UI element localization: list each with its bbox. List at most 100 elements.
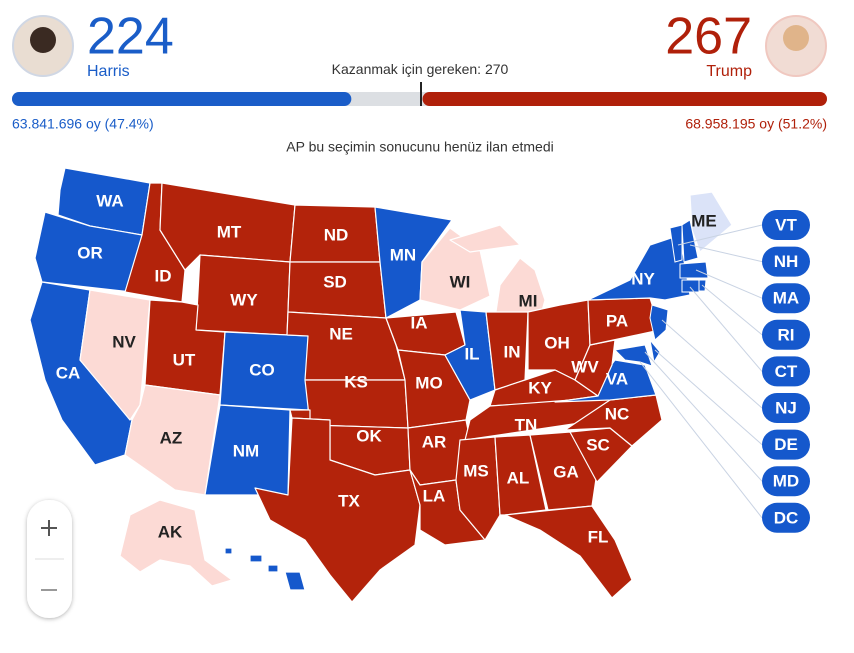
state-shape — [649, 338, 661, 364]
callout-label: MD — [773, 472, 799, 491]
state-label: ND — [324, 225, 349, 244]
state-shape — [681, 279, 700, 293]
state-label: NM — [233, 441, 259, 460]
callout-label: DE — [774, 435, 798, 454]
state-shape — [681, 219, 699, 263]
callout-pill — [762, 502, 810, 533]
state-label: NV — [112, 332, 136, 351]
state-label: UT — [173, 350, 196, 369]
callout-pill — [762, 319, 810, 350]
callout-leader — [695, 269, 763, 299]
state-label: ME — [691, 211, 717, 230]
callout-leader — [701, 284, 763, 336]
state-label: MT — [217, 222, 242, 241]
callout-leader — [689, 244, 763, 263]
callout-label: VT — [775, 215, 797, 234]
state-label: SC — [586, 435, 610, 454]
state-label: CO — [249, 360, 275, 379]
state-shape — [574, 339, 616, 397]
state-shape — [254, 417, 421, 603]
state-shape — [669, 224, 683, 263]
callout-label: RI — [778, 325, 795, 344]
harris-bar — [12, 92, 352, 106]
state-label: LA — [423, 486, 446, 505]
state-label: VA — [606, 369, 628, 388]
callout-pill — [762, 429, 810, 460]
state-label: OK — [356, 426, 382, 445]
state-label: TX — [338, 491, 360, 510]
state-shape — [649, 304, 669, 341]
state-label: SD — [323, 272, 347, 291]
state-shape — [124, 384, 221, 496]
state-label: NE — [329, 324, 353, 343]
harris-popular: 63.841.696 oy (47.4%) — [12, 116, 154, 132]
state-label: AL — [507, 468, 530, 487]
state-label: WI — [450, 272, 471, 291]
state-label: MO — [415, 373, 442, 392]
state-label: IA — [411, 313, 428, 332]
harris-photo-detail — [30, 27, 56, 53]
callout-label: NJ — [775, 398, 797, 417]
threshold-number: 270 — [485, 61, 509, 77]
state-label: FL — [588, 527, 609, 546]
callout-pill — [762, 210, 810, 240]
state-shape — [119, 499, 233, 587]
state-label: KS — [344, 372, 368, 391]
state-shape — [679, 261, 709, 279]
state-label: GA — [553, 462, 579, 481]
callout-leader — [654, 349, 763, 445]
callout-leader — [677, 224, 763, 246]
callout-leader — [689, 286, 763, 372]
callout-pill — [762, 466, 810, 497]
state-shape — [79, 289, 151, 421]
trump-votes: 267 — [665, 8, 752, 66]
map: WA OR CA NV ID MT WY UT AZ CO NM ND SD NE KS OK TX MN IA MO… — [29, 167, 810, 603]
state-label: WA — [96, 191, 123, 210]
notice: AP bu seçimin sonucunu henüz ilan etmedi — [286, 139, 553, 155]
zoom-in[interactable] — [41, 520, 57, 536]
callout-leader — [639, 361, 763, 519]
state-label: IN — [504, 342, 521, 361]
state-label: TN — [515, 415, 538, 434]
state-label: AK — [158, 522, 183, 541]
harris-votes: 224 — [87, 8, 174, 66]
trump-bar — [422, 92, 827, 106]
state-shape — [613, 344, 653, 367]
state-label: PA — [606, 311, 628, 330]
callout-pill — [762, 393, 810, 423]
callout-leader — [644, 351, 763, 482]
harris-name: Harris — [87, 63, 130, 80]
state-label: AZ — [160, 428, 183, 447]
state-label: MS — [463, 461, 489, 480]
trump-name: Trump — [706, 63, 752, 80]
state-label: MI — [519, 291, 538, 310]
state-label: CA — [56, 363, 81, 382]
state-shape — [689, 191, 733, 253]
threshold-label: Kazanmak için gereken: 270 — [332, 61, 509, 77]
callout-label: CT — [775, 362, 798, 381]
state-label: KY — [528, 378, 552, 397]
callout-pill — [762, 246, 810, 277]
threshold-text: Kazanmak için gereken: — [332, 61, 481, 77]
state-label: HI — [257, 568, 274, 587]
callout-pill — [762, 283, 810, 314]
callout-leader — [661, 319, 763, 409]
state-label: IL — [464, 344, 479, 363]
state-label: OR — [77, 243, 103, 262]
state-shape — [224, 547, 306, 591]
state-label: NY — [631, 269, 655, 288]
state-label: ID — [155, 266, 172, 285]
state-label: OH — [544, 333, 570, 352]
zoom-control — [27, 500, 72, 618]
callout-pill — [762, 356, 810, 387]
state-label: AR — [422, 432, 447, 451]
state-label: WY — [230, 290, 258, 309]
state-label: WV — [571, 357, 599, 376]
callout-label: DC — [774, 508, 799, 527]
trump-popular: 68.958.195 oy (51.2%) — [685, 116, 827, 132]
state-shape — [504, 505, 633, 599]
callout-label: NH — [774, 252, 799, 271]
trump-photo-detail — [783, 25, 809, 51]
callout-label: MA — [773, 289, 799, 308]
